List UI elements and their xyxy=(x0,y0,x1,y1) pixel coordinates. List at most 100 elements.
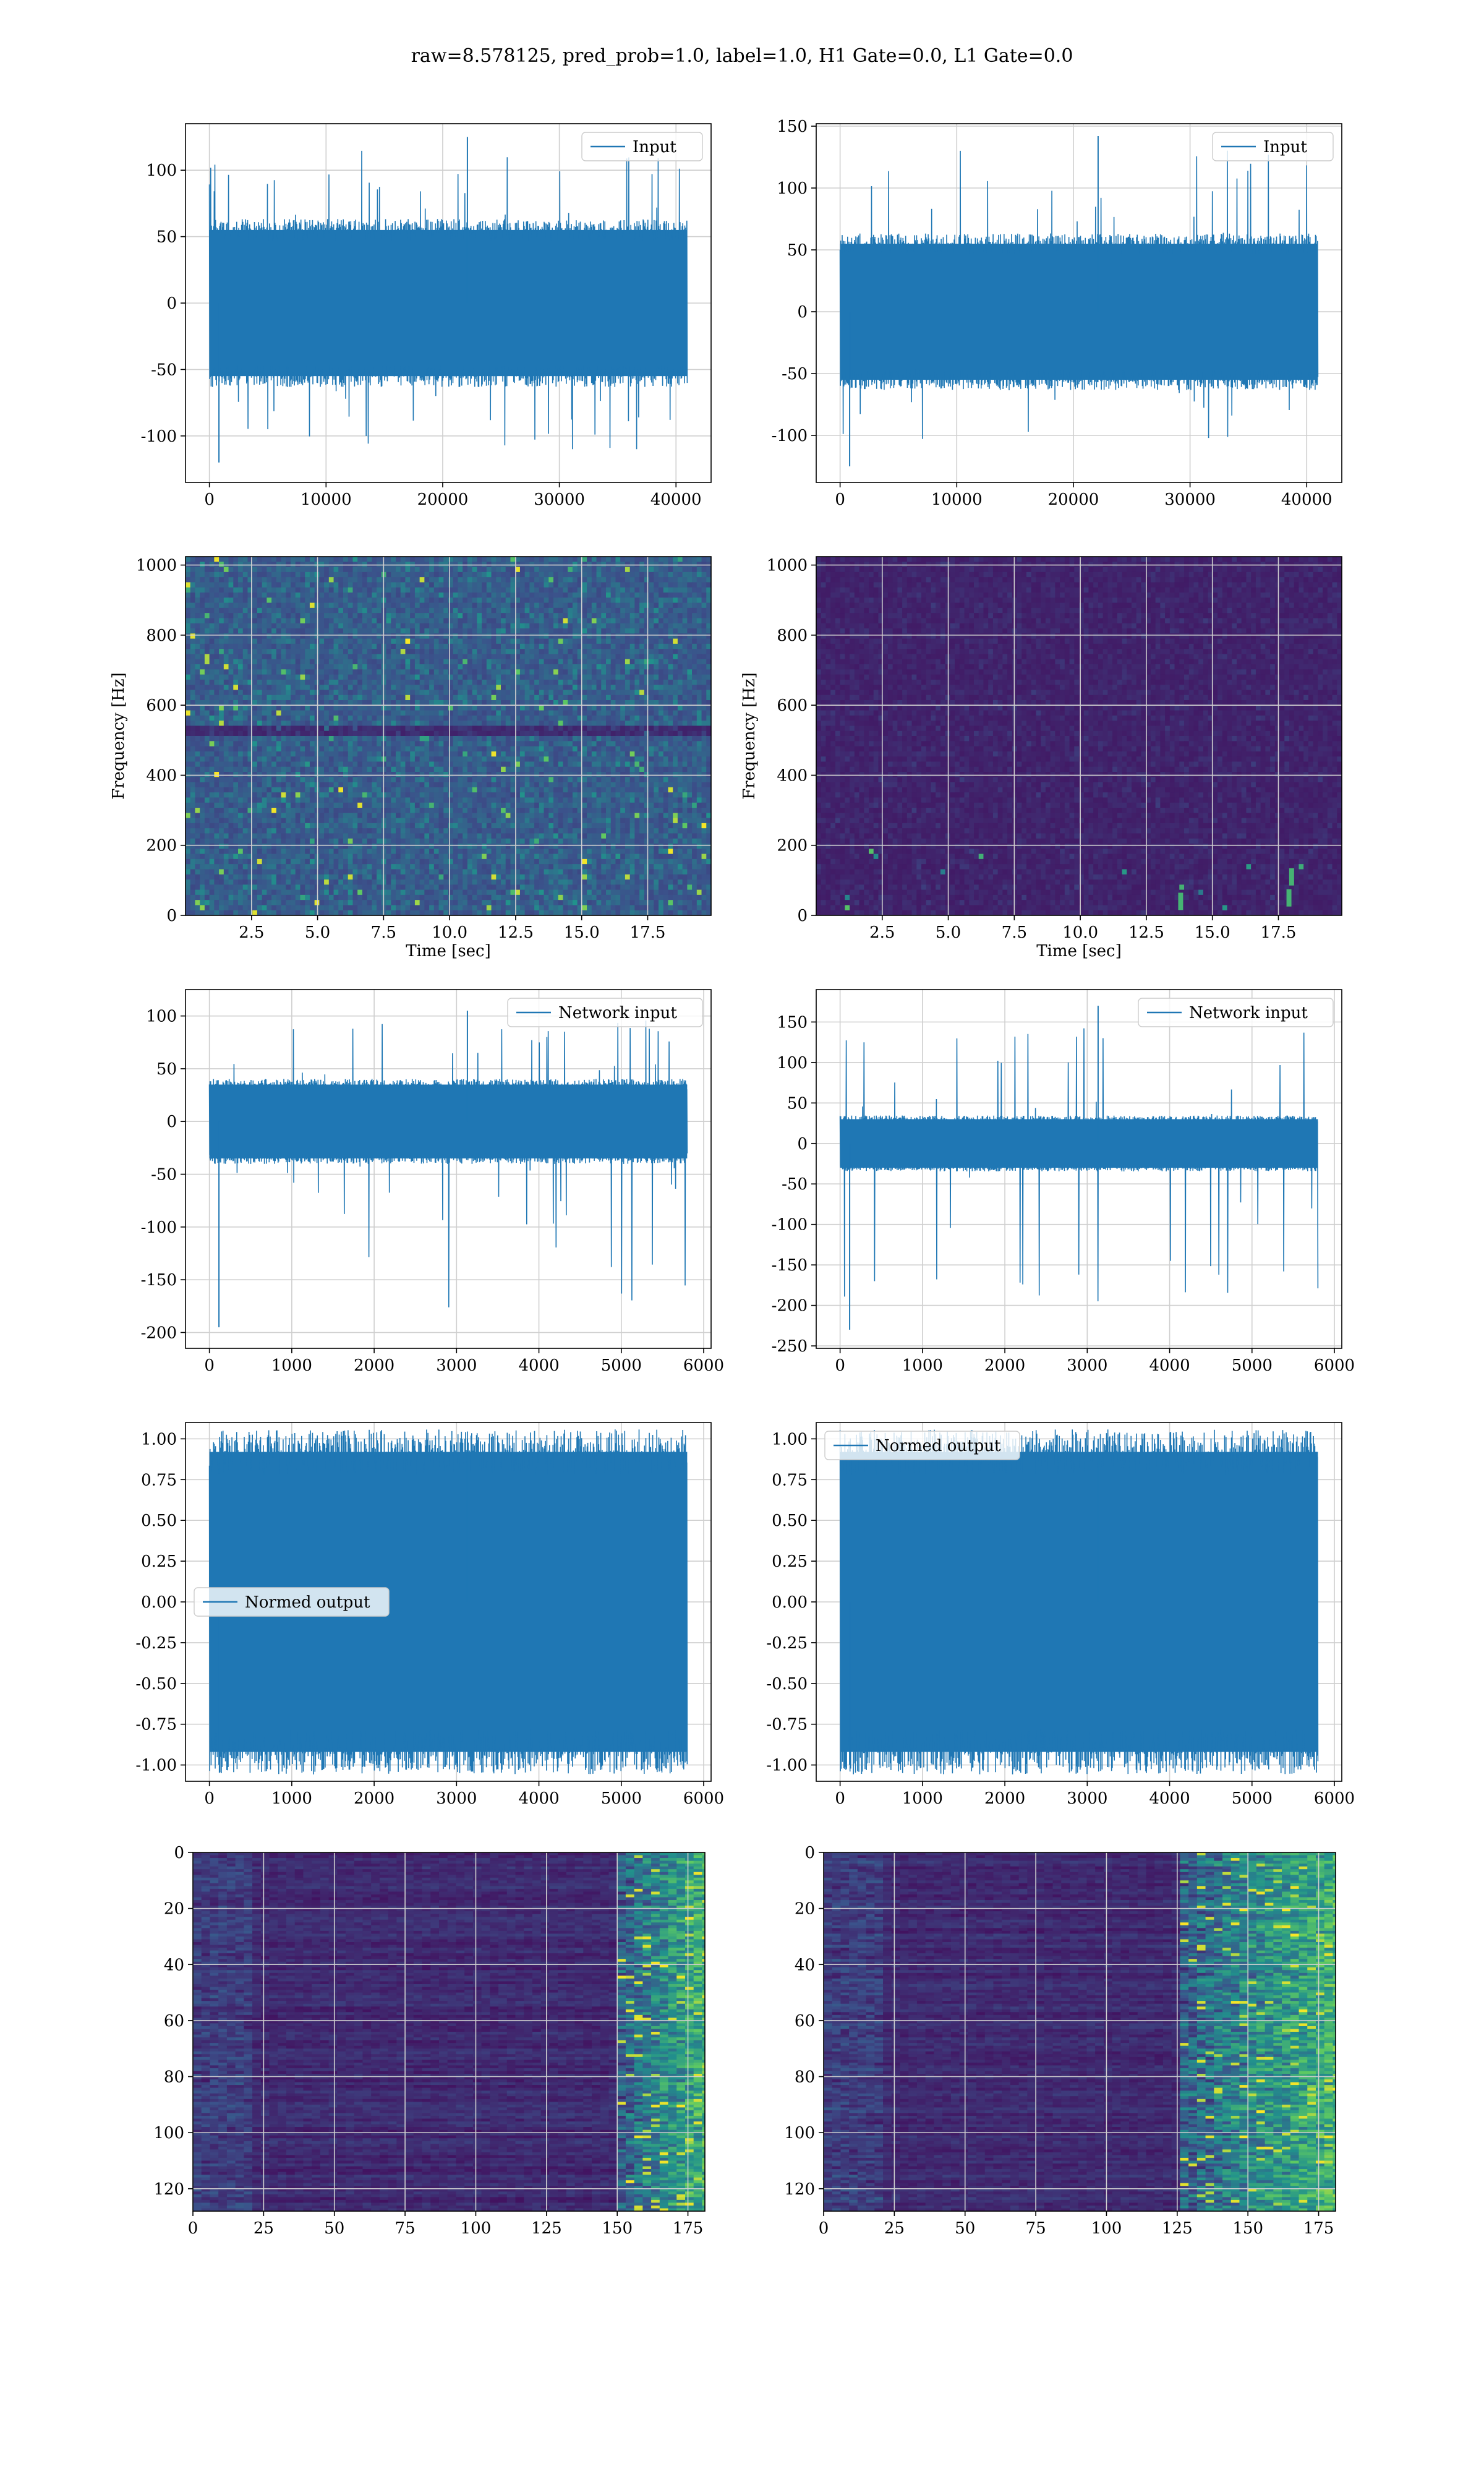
legend-box xyxy=(1212,132,1334,161)
y-tick-label: 50 xyxy=(787,1094,808,1113)
x-tick-label: 3000 xyxy=(436,1789,477,1808)
y-tick-label: 200 xyxy=(777,837,808,855)
x-tick-label: 50 xyxy=(324,2219,344,2238)
y-tick-label: 100 xyxy=(146,1008,177,1026)
x-tick-label: 0 xyxy=(835,1356,845,1375)
y-tick-label: 100 xyxy=(777,1054,808,1072)
y-tick-label: 800 xyxy=(146,627,177,645)
y-tick-label: 0.00 xyxy=(141,1593,177,1612)
x-tick-label: 5000 xyxy=(601,1356,642,1375)
y-tick-label: 0 xyxy=(804,1844,815,1862)
legend: Network input xyxy=(507,998,703,1027)
legend-box xyxy=(1138,998,1334,1027)
y-tick-label: -100 xyxy=(141,427,177,446)
heatmap-cells xyxy=(816,557,1342,915)
y-tick-label: 1000 xyxy=(767,557,808,575)
legend: Normed output xyxy=(824,1431,1020,1460)
y-tick-label: -100 xyxy=(141,1218,177,1237)
x-tick-label: 1000 xyxy=(271,1789,312,1808)
x-tick-label: 1000 xyxy=(271,1356,312,1375)
tick-labels: 0 1000 2000 3000 4000 5000 6000 -1.00 -0.75 -0.50… xyxy=(135,1430,724,1808)
y-tick-label: 20 xyxy=(795,1900,815,1919)
y-tick-label: 80 xyxy=(164,2068,184,2087)
x-tick-label: 4000 xyxy=(1149,1789,1190,1808)
axes-frame xyxy=(185,556,712,916)
legend: Normed output xyxy=(194,1587,390,1617)
y-tick-label: -50 xyxy=(782,365,808,383)
x-tick-label: 4000 xyxy=(518,1356,559,1375)
x-tick-label: 10000 xyxy=(301,490,352,509)
legend-box xyxy=(824,1431,1020,1460)
y-tick-label: 0.25 xyxy=(141,1552,177,1571)
subplot-4: 2.5 5.0 7.5 10.0 12.5 15.0 17.5 0 200 400 600 800 10… xyxy=(740,556,1342,961)
x-tick-label: 3000 xyxy=(1067,1356,1107,1375)
tick-labels: 0 1000 2000 3000 4000 5000 6000-200-150-100-50… xyxy=(141,1008,725,1375)
y-tick-label: 1.00 xyxy=(772,1430,808,1449)
y-tick-label: 0.25 xyxy=(772,1552,808,1571)
x-axis-label: Time [sec] xyxy=(1036,942,1122,961)
x-tick-label: 20000 xyxy=(1048,490,1099,509)
x-tick-label: 12.5 xyxy=(498,923,534,942)
x-tick-label: 1000 xyxy=(902,1356,943,1375)
subplot-3: 2.5 5.0 7.5 10.0 12.5 15.0 17.5 0 200 400 600 800 10… xyxy=(109,556,712,961)
tick-labels: 0 1000 2000 3000 4000 5000 6000-250-200-150-10… xyxy=(772,1013,1355,1375)
y-tick-label: 40 xyxy=(164,1956,184,1974)
legend-box xyxy=(507,998,703,1027)
y-tick-label: 0 xyxy=(166,294,177,313)
y-tick-label: 400 xyxy=(146,766,177,785)
y-tick-label: 100 xyxy=(784,2124,815,2142)
x-tick-label: 4000 xyxy=(518,1789,559,1808)
x-tick-label: 175 xyxy=(1303,2219,1334,2238)
subplots-grid: 0 10000 20000 30000 40000-100-50050100Input0… xyxy=(109,118,1355,2238)
y-tick-label: -0.50 xyxy=(135,1675,177,1693)
tick-labels: 0 25 50 75 100 125 150 175 0 20 40 60 80 100 120 xyxy=(153,1844,703,2238)
y-tick-label: 0 xyxy=(166,1113,177,1131)
x-tick-label: 2000 xyxy=(984,1356,1025,1375)
y-tick-label: 1000 xyxy=(136,557,177,575)
y-tick-label: 120 xyxy=(153,2180,184,2199)
subplot-8: 0 1000 2000 3000 4000 5000 6000 -1.00 -0.75 -0.50… xyxy=(766,1422,1355,1808)
y-tick-label: 0.00 xyxy=(772,1593,808,1612)
y-tick-label: 0 xyxy=(166,907,177,925)
y-tick-label: 60 xyxy=(795,2012,815,2031)
legend: Input xyxy=(581,132,703,161)
subplot-6: 0 1000 2000 3000 4000 5000 6000-250-200-150-10… xyxy=(772,989,1355,1375)
y-tick-label: 0.75 xyxy=(772,1471,808,1489)
x-tick-label: 6000 xyxy=(683,1356,724,1375)
x-tick-label: 5.0 xyxy=(305,923,330,942)
x-tick-label: 30000 xyxy=(1164,490,1216,509)
x-tick-label: 50 xyxy=(955,2219,975,2238)
signal-line xyxy=(839,150,1319,439)
signal-line xyxy=(208,150,688,450)
x-tick-label: 2.5 xyxy=(239,923,264,942)
y-tick-label: 60 xyxy=(164,2012,184,2031)
legend-label: Network input xyxy=(558,1004,677,1022)
y-tick-label: 600 xyxy=(777,696,808,715)
legend: Network input xyxy=(1138,998,1334,1027)
legend-box xyxy=(194,1587,390,1617)
y-tick-label: -1.00 xyxy=(766,1757,808,1775)
subplot-2: 0 10000 20000 30000 40000 -100 -50 0 50 100 150 Inp… xyxy=(772,118,1342,509)
legend-label: Normed output xyxy=(245,1593,370,1612)
legend-label: Input xyxy=(633,138,676,156)
x-tick-label: 100 xyxy=(461,2219,492,2238)
heatmap-cells xyxy=(824,1852,1336,2211)
x-tick-label: 150 xyxy=(1232,2219,1263,2238)
y-tick-label: -0.25 xyxy=(766,1634,808,1653)
subplot-5: 0 1000 2000 3000 4000 5000 6000-200-150-100-50… xyxy=(141,989,725,1375)
y-tick-label: -250 xyxy=(772,1337,808,1356)
subplot-7: 0 1000 2000 3000 4000 5000 6000 -1.00 -0.75 -0.50… xyxy=(135,1422,724,1808)
y-tick-label: -50 xyxy=(151,361,177,379)
y-tick-label: 0.50 xyxy=(141,1512,177,1530)
x-tick-label: 4000 xyxy=(1149,1356,1190,1375)
x-tick-label: 1000 xyxy=(902,1789,943,1808)
x-tick-label: 7.5 xyxy=(1002,923,1027,942)
legend-label: Input xyxy=(1263,138,1307,156)
x-tick-label: 100 xyxy=(1091,2219,1122,2238)
legend-label: Normed output xyxy=(876,1437,1001,1455)
y-tick-label: 150 xyxy=(777,1013,808,1032)
y-tick-label: -150 xyxy=(141,1271,177,1290)
x-tick-label: 10000 xyxy=(931,490,983,509)
x-tick-label: 0 xyxy=(835,1789,845,1808)
